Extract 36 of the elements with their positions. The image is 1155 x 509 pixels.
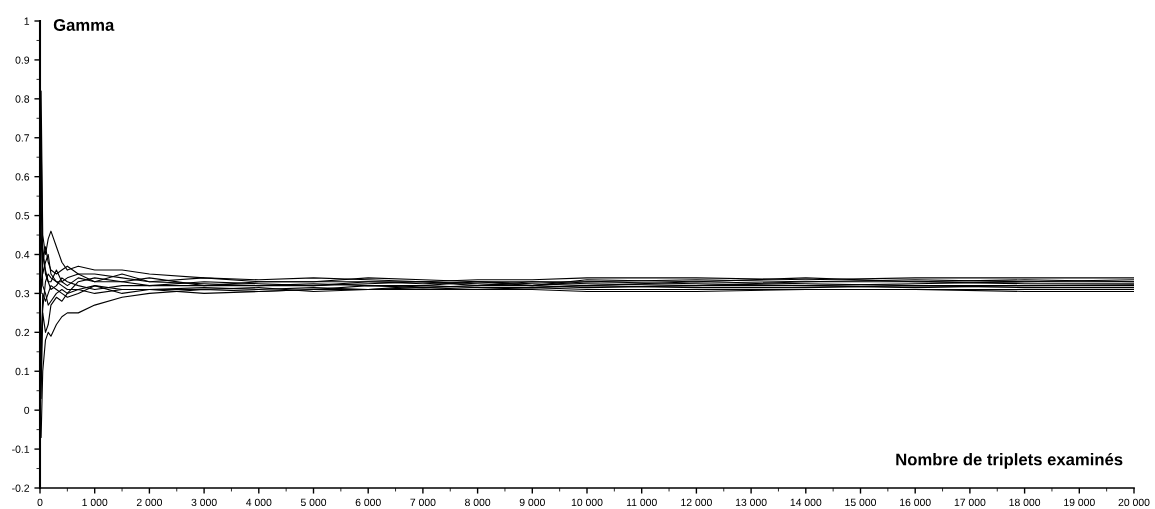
x-tick-label: 14 000 (790, 498, 822, 507)
y-tick-label: 0.5 (15, 212, 30, 220)
y-axis-title: Gamma (53, 19, 115, 31)
x-tick-label: 10 000 (571, 498, 603, 507)
y-tick-label: 0 (24, 406, 30, 415)
x-tick-label: 20 000 (1118, 498, 1150, 507)
y-tick-label: 0.4 (15, 251, 30, 259)
x-tick-label: 17 000 (954, 498, 986, 507)
x-axis-title: Nombre de triplets examinés (896, 452, 1123, 469)
x-tick-label: 2 000 (136, 498, 163, 507)
x-tick-label: 6 000 (355, 498, 381, 507)
y-tick-label: -0.1 (12, 445, 30, 453)
y-tick-label: 0.7 (15, 134, 30, 142)
x-tick-label: 16 000 (900, 498, 931, 507)
x-tick-label: 12 000 (681, 498, 712, 507)
x-tick-label: 11 000 (626, 498, 657, 507)
y-tick-label: -0.2 (12, 484, 30, 492)
x-tick-label: 5 000 (300, 498, 327, 507)
y-tick-label: 0.3 (15, 289, 30, 298)
x-tick-label: 0 (37, 498, 43, 507)
x-tick-label: 7 000 (410, 498, 436, 507)
y-tick-label: 0.1 (15, 367, 30, 376)
x-tick-label: 15 000 (845, 498, 877, 507)
y-tick-label: 0.9 (15, 56, 30, 64)
y-tick-label: 0.2 (15, 328, 30, 337)
y-tick-label: 0.8 (15, 95, 30, 103)
x-tick-label: 13 000 (735, 498, 767, 507)
x-tick-label: 4 000 (246, 498, 272, 507)
y-tick-label: 1 (24, 17, 30, 25)
x-tick-label: 3 000 (191, 498, 217, 507)
x-tick-label: 18 000 (1009, 498, 1041, 507)
x-tick-label: 8 000 (465, 498, 491, 507)
x-tick-label: 9 000 (519, 498, 545, 507)
x-tick-label: 19 000 (1064, 498, 1095, 507)
y-tick-label: 0.6 (15, 173, 30, 181)
x-tick-label: 1 000 (82, 498, 108, 507)
